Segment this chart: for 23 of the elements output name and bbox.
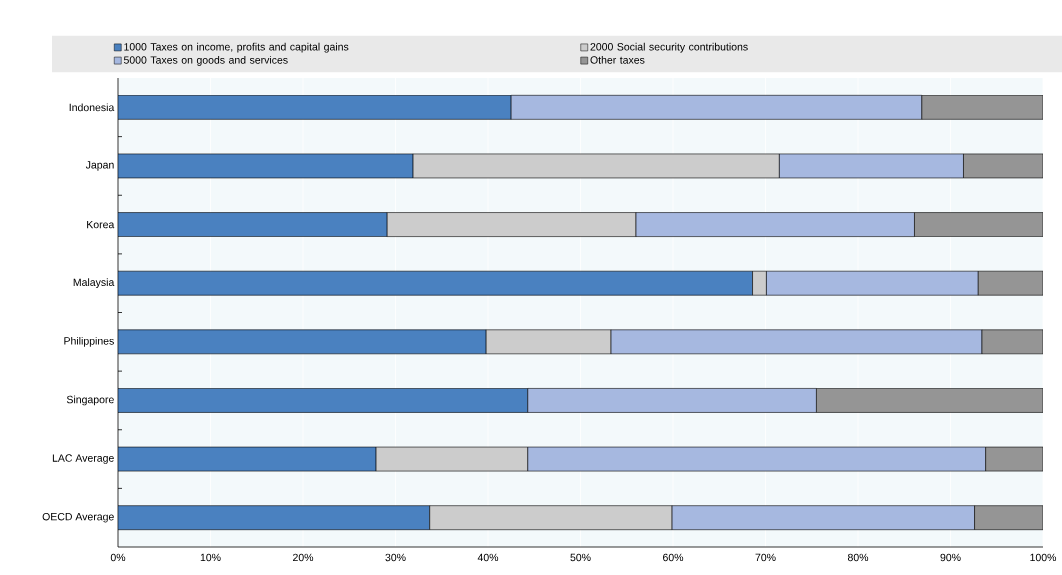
x-tick-label: 100% (1030, 553, 1057, 562)
legend-label: Other taxes (590, 56, 645, 64)
y-tick-label: Malaysia (73, 278, 115, 289)
x-tick-label: 10% (200, 553, 221, 562)
x-tick-label: 80% (847, 553, 869, 562)
x-tick-label: 90% (940, 553, 961, 562)
y-tick-label: Singapore (66, 395, 114, 406)
y-tick-label: Japan (85, 161, 114, 171)
y-tick-label: Indonesia (69, 103, 115, 112)
x-tick-label: 20% (293, 553, 314, 562)
x-tick-label: 70% (755, 553, 776, 562)
x-tick-label: 30% (385, 553, 406, 562)
legend-label: 1000 Taxes on income, profits and capital gains (124, 42, 349, 53)
legend-label: 5000 Taxes on goods and services (123, 56, 288, 66)
x-tick-label: 50% (570, 553, 591, 562)
x-tick-label: 40% (477, 553, 499, 562)
y-tick-label: LAC Average (52, 454, 114, 464)
y-tick-label: OECD Average (42, 512, 114, 523)
legend-label: 2000 Social security contributions (590, 42, 748, 53)
x-tick-label: 0% (110, 553, 126, 562)
y-tick-label: Korea (87, 220, 115, 229)
y-tick-label: Philippines (64, 336, 114, 347)
x-tick-label: 60% (663, 553, 684, 562)
